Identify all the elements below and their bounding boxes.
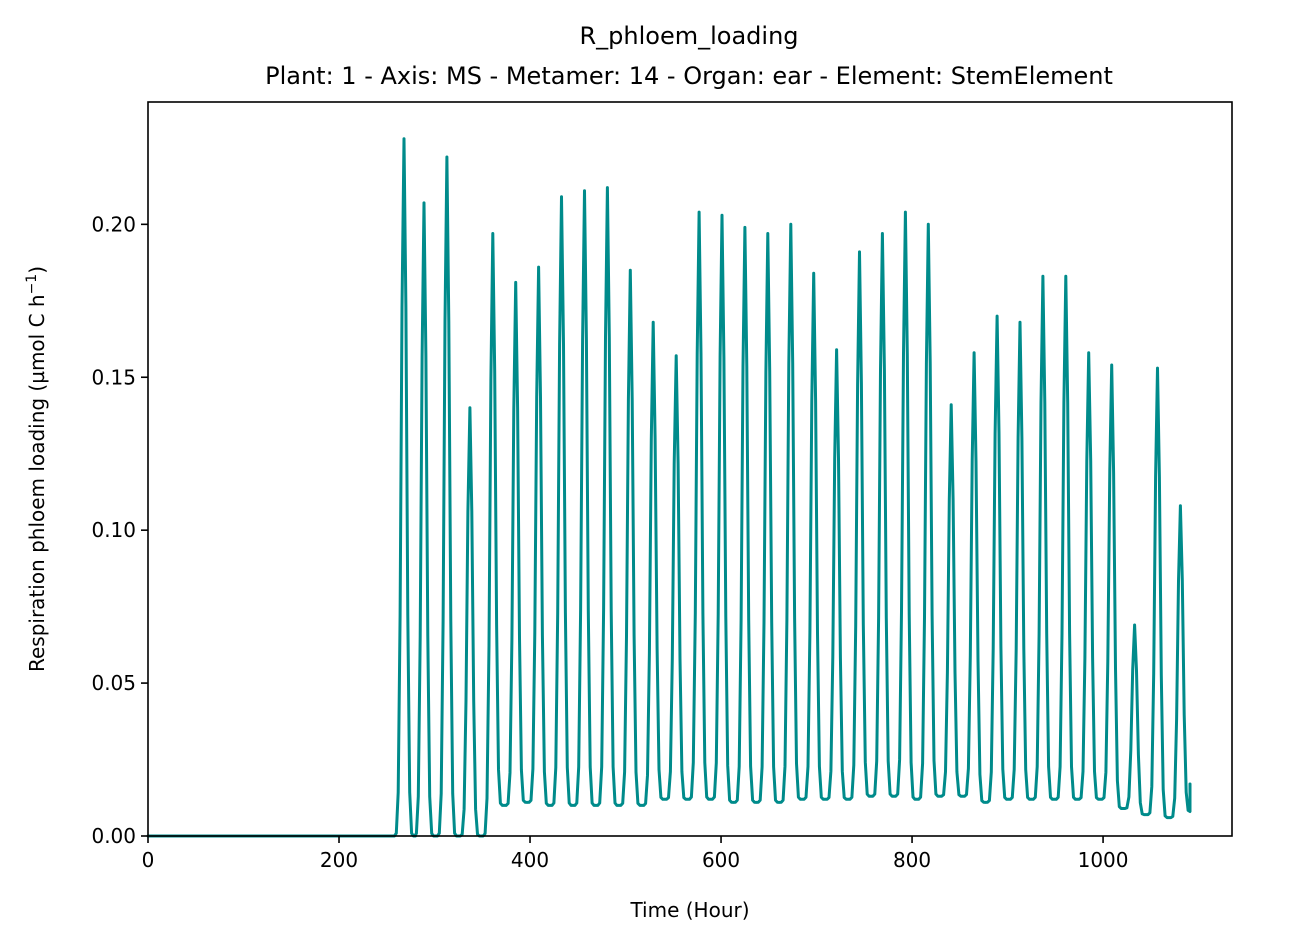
y-tick-label: 0.00 (91, 824, 136, 848)
x-tick-label: 800 (893, 848, 931, 872)
axes-frame (147, 101, 1233, 837)
y-axis-label-close: ) (25, 266, 49, 274)
x-axis-ticks: 0 200 400 600 800 1000 (142, 836, 1129, 872)
y-tick-label: 0.20 (91, 212, 136, 236)
y-axis-ticks: 0.00 0.05 0.10 0.15 0.20 (91, 212, 148, 848)
x-axis-label: Time (Hour) (629, 898, 749, 922)
y-tick-label: 0.10 (91, 518, 136, 542)
y-tick-label: 0.05 (91, 671, 136, 695)
series-line (146, 137, 1192, 838)
x-tick-label: 400 (511, 848, 549, 872)
x-tick-label: 200 (320, 848, 358, 872)
chart-subtitle: Plant: 1 - Axis: MS - Metamer: 14 - Orga… (265, 62, 1113, 90)
x-tick-label: 1000 (1078, 848, 1129, 872)
x-tick-label: 600 (702, 848, 740, 872)
y-tick-label: 0.15 (91, 365, 136, 389)
x-tick-label: 0 (142, 848, 155, 872)
plot-area (146, 137, 1192, 838)
y-axis-label: Respiration phloem loading (µmol C h−1) (24, 266, 49, 672)
y-axis-label-exponent: −1 (24, 274, 40, 295)
chart-title: R_phloem_loading (579, 22, 798, 50)
y-axis-label-main: Respiration phloem loading (µmol C h (25, 294, 49, 672)
